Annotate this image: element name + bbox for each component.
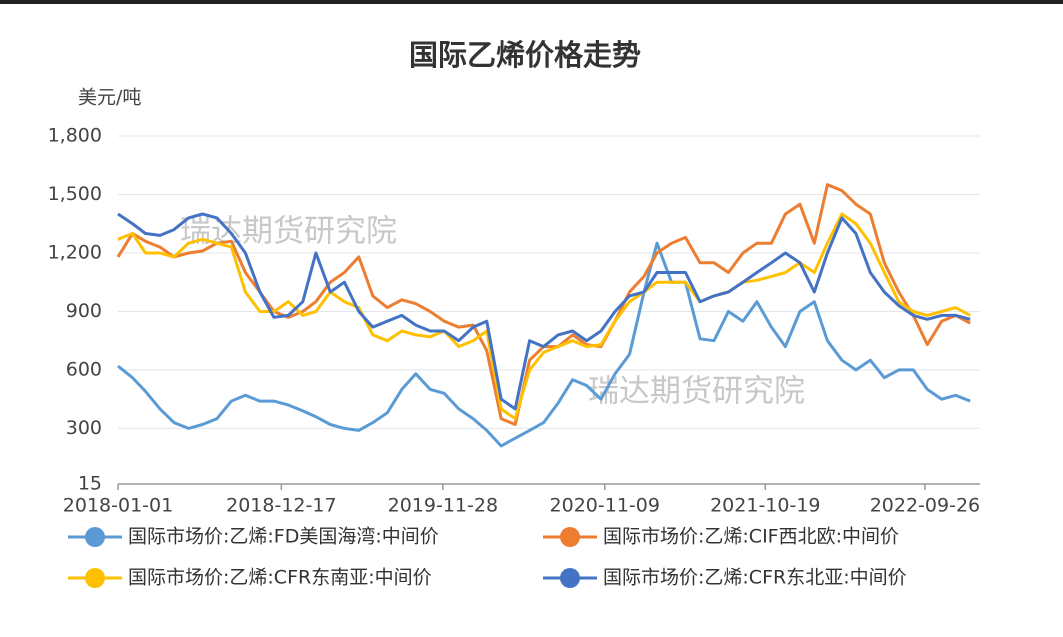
- y-tick-label: 15: [78, 473, 102, 495]
- y-tick-label: 600: [66, 358, 102, 380]
- legend-label: 国际市场价:乙烯:CFR东北亚:中间价: [603, 567, 907, 589]
- y-tick-label: 1,200: [48, 241, 102, 263]
- legend-label: 国际市场价:乙烯:CFR东南亚:中间价: [128, 567, 432, 589]
- legend-label: 国际市场价:乙烯:CIF西北欧:中间价: [603, 526, 899, 548]
- x-tick-label: 2018-12-17: [226, 495, 336, 517]
- series-line: [117, 212, 971, 411]
- legend-marker: [560, 568, 580, 588]
- x-tick-label: 2022-09-26: [870, 495, 980, 517]
- watermark: 瑞达期货研究院: [588, 374, 805, 410]
- x-tick-label: 2019-11-28: [388, 495, 498, 517]
- chart-title: 国际乙烯价格走势: [409, 38, 641, 72]
- legend-marker: [560, 527, 580, 547]
- y-tick-label: 900: [66, 300, 102, 322]
- legend-marker: [85, 527, 105, 547]
- series-line: [117, 212, 971, 421]
- y-tick-label: 1,800: [48, 125, 102, 147]
- series-line: [117, 241, 971, 448]
- y-tick-label: 1,500: [48, 183, 102, 205]
- y-axis-label: 美元/吨: [78, 87, 141, 109]
- x-tick-label: 2021-10-19: [710, 495, 820, 517]
- legend-marker: [85, 568, 105, 588]
- y-tick-label: 300: [66, 417, 102, 439]
- top-border: [0, 0, 1063, 4]
- x-tick-label: 2020-11-09: [550, 495, 660, 517]
- legend-label: 国际市场价:乙烯:FD美国海湾:中间价: [128, 526, 439, 548]
- x-tick-label: 2018-01-01: [63, 495, 173, 517]
